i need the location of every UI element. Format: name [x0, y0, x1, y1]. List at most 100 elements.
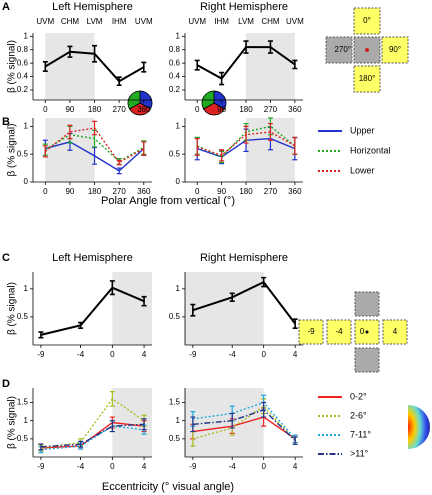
stimulus-label: 90° — [389, 45, 401, 54]
stimulus-label: 180° — [359, 74, 376, 83]
x-tick-label: 270 — [112, 187, 126, 196]
y-tick-label: 0.4 — [169, 72, 181, 81]
x-tick-label: 270 — [264, 187, 278, 196]
x-tick-label: 360 — [288, 105, 302, 114]
y-tick-label: 0 — [24, 177, 29, 186]
error-bar — [261, 276, 267, 288]
shaded-region — [112, 388, 152, 457]
top-label: IHM — [214, 17, 229, 26]
error-bar — [194, 137, 200, 156]
series-line — [40, 421, 145, 449]
error-bar — [42, 61, 48, 72]
error-bar — [67, 124, 73, 140]
y-tick-label: 0.5 — [169, 149, 181, 158]
y-tick-label: 1 — [176, 31, 181, 40]
series-line — [192, 401, 296, 440]
y-tick-label: 0.8 — [17, 45, 29, 54]
x-tick-label: 360 — [137, 187, 151, 196]
panel-letter: A — [2, 1, 10, 13]
error-bar — [243, 125, 249, 144]
y-tick-label: 0.2 — [17, 85, 29, 94]
x-tick-label: 4 — [142, 350, 147, 359]
y-tick-label: 0 — [176, 177, 181, 186]
x-tick-label: -9 — [37, 462, 45, 471]
error-bar — [194, 59, 200, 71]
stimulus-diagram — [298, 291, 408, 373]
y-tick-label: 1.5 — [169, 398, 181, 407]
y-tick-label: 0.2 — [169, 85, 181, 94]
x-tick-label: 0 — [43, 187, 48, 196]
y-tick-label: 0.4 — [17, 72, 29, 81]
x-tick-label: -9 — [189, 462, 197, 471]
shaded-region — [185, 388, 264, 457]
error-bar — [229, 412, 235, 429]
stimulus-diagram — [325, 7, 409, 93]
y-tick-label: 0.5 — [17, 312, 29, 321]
stimulus-label: -4 — [335, 327, 343, 336]
series-line — [192, 408, 296, 442]
chart-title: Right Hemisphere — [200, 252, 288, 264]
error-bar — [229, 292, 235, 302]
error-bar — [292, 136, 298, 155]
series-line — [192, 416, 296, 440]
legend-label: Upper — [350, 125, 375, 135]
x-tick-label: 180 — [88, 105, 102, 114]
top-label: IHM — [112, 17, 127, 26]
x-tick-label: 270 — [264, 105, 278, 114]
legend-label: >11° — [350, 448, 369, 458]
error-bar — [116, 159, 122, 166]
eccentricity-icon — [408, 405, 430, 449]
stimulus-label: 270° — [334, 45, 351, 54]
y-tick-label: 0.5 — [169, 434, 181, 443]
stimulus-label: 0 — [360, 327, 365, 336]
error-bar — [116, 76, 122, 87]
top-label: LVM — [238, 17, 254, 26]
x-tick-label: -4 — [229, 350, 237, 359]
error-bar — [190, 416, 196, 433]
fixation — [365, 48, 369, 52]
x-tick-label: 90 — [65, 105, 74, 114]
panel-letter: D — [2, 378, 10, 390]
error-bar — [190, 303, 196, 317]
y-axis-title: β (% signal) — [7, 40, 18, 93]
error-bar — [38, 443, 44, 451]
x-tick-label: -9 — [189, 350, 197, 359]
x-axis-title: Polar Angle from vertical (°) — [101, 195, 235, 207]
y-tick-label: 1 — [24, 416, 29, 425]
y-tick-label: 1 — [176, 416, 181, 425]
error-bar — [292, 59, 298, 70]
series-line — [40, 423, 145, 448]
x-tick-label: 180 — [239, 187, 253, 196]
x-tick-label: 90 — [217, 105, 226, 114]
error-bar — [92, 120, 98, 136]
error-bar — [141, 141, 147, 156]
x-tick-label: 90 — [217, 187, 226, 196]
series-line — [40, 425, 145, 451]
error-bar — [109, 391, 115, 407]
y-axis-title: β (% signal) — [7, 396, 18, 449]
legend-label: 2-6° — [350, 410, 367, 420]
error-bar — [109, 280, 115, 296]
error-bar — [116, 167, 122, 175]
error-bar — [219, 71, 225, 86]
legend-label: 0-2° — [350, 391, 367, 401]
error-bar — [38, 331, 44, 339]
x-tick-label: 4 — [293, 350, 298, 359]
error-bar — [219, 149, 225, 162]
error-bar — [141, 295, 147, 307]
x-tick-label: -4 — [77, 350, 85, 359]
y-tick-label: 0.5 — [169, 312, 181, 321]
error-bar — [267, 40, 273, 54]
panel-letter: B — [2, 116, 10, 128]
x-tick-label: 0 — [110, 350, 115, 359]
x-tick-label: -4 — [229, 462, 237, 471]
x-tick-label: 360 — [137, 105, 151, 114]
x-tick-label: 0 — [261, 462, 266, 471]
stimulus-label: -9 — [307, 327, 315, 336]
error-bar — [78, 321, 84, 329]
y-tick-label: 0.5 — [17, 434, 29, 443]
x-tick-label: 0 — [261, 350, 266, 359]
x-tick-label: 0 — [195, 187, 200, 196]
x-axis-title: Eccentricity (° visual angle) — [102, 481, 234, 493]
series-line — [192, 280, 296, 325]
